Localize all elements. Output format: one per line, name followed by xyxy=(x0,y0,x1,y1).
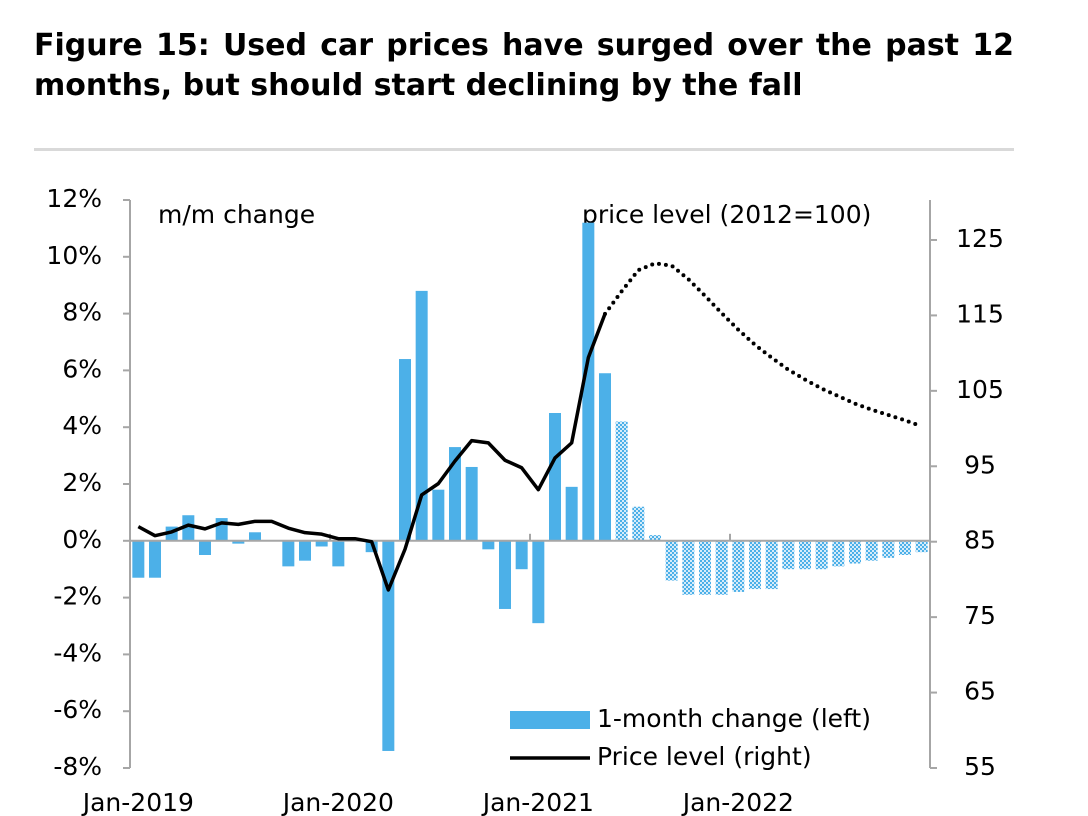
y-tick-label: 8% xyxy=(62,298,102,327)
bar xyxy=(882,540,895,558)
x-tick-label: Jan-2020 xyxy=(281,788,394,816)
y-tick-label: 4% xyxy=(62,411,102,440)
y2-tick-label: 115 xyxy=(956,299,1004,328)
bar xyxy=(699,540,711,595)
bar xyxy=(515,540,528,570)
price-line xyxy=(137,313,607,592)
bar xyxy=(649,535,661,541)
y-tick-label: 6% xyxy=(62,354,102,383)
y-tick-label: 12% xyxy=(46,184,102,213)
bar xyxy=(482,540,495,550)
bar xyxy=(915,540,928,553)
bar xyxy=(199,540,211,555)
y2-tick-label: 105 xyxy=(956,375,1004,404)
left-axis-note: m/m change xyxy=(158,200,315,229)
chart-title: Figure 15: Used car prices have surged o… xyxy=(34,28,1014,103)
bar xyxy=(465,466,478,541)
price-line xyxy=(603,261,924,429)
y-tick-label: 2% xyxy=(62,468,102,497)
bar xyxy=(549,413,561,541)
y2-tick-label: 95 xyxy=(964,450,996,479)
y-tick-label: -2% xyxy=(53,582,102,611)
bar xyxy=(615,421,628,541)
bar xyxy=(182,515,195,541)
bar xyxy=(765,540,778,590)
bar xyxy=(449,447,461,541)
y-tick-label: 0% xyxy=(62,525,102,554)
bar xyxy=(599,373,611,541)
y2-tick-label: 75 xyxy=(964,601,996,630)
bar xyxy=(499,540,511,609)
bar xyxy=(799,540,811,570)
bar xyxy=(632,506,645,541)
bar xyxy=(332,540,345,567)
bar xyxy=(715,540,728,595)
bar xyxy=(582,222,595,541)
bar xyxy=(782,540,795,570)
y-tick-label: -8% xyxy=(53,752,102,781)
legend-swatch xyxy=(510,711,590,729)
bar xyxy=(865,540,878,561)
y-tick-label: -4% xyxy=(53,638,102,667)
x-tick-label: Jan-2022 xyxy=(681,788,794,816)
bar xyxy=(832,540,845,567)
y2-tick-label: 65 xyxy=(964,677,996,706)
x-tick-label: Jan-2019 xyxy=(81,788,194,816)
bar xyxy=(382,540,395,751)
y2-tick-label: 125 xyxy=(956,224,1004,253)
bar xyxy=(132,540,145,578)
bar xyxy=(432,489,445,541)
bar xyxy=(149,540,161,578)
bar xyxy=(749,540,761,590)
y-tick-label: 10% xyxy=(46,241,102,270)
x-tick-label: Jan-2021 xyxy=(481,788,594,816)
legend-label: 1-month change (left) xyxy=(597,704,871,733)
bar xyxy=(415,290,428,541)
bar xyxy=(565,486,578,541)
header-rule xyxy=(34,148,1014,151)
bar xyxy=(815,540,828,570)
bar xyxy=(282,540,295,567)
y2-tick-label: 85 xyxy=(964,526,996,555)
bar xyxy=(315,540,328,547)
bar xyxy=(849,540,861,564)
bar xyxy=(899,540,911,555)
bar xyxy=(682,540,695,595)
y2-tick-label: 55 xyxy=(964,752,996,781)
bar xyxy=(249,532,261,541)
bar xyxy=(299,540,311,561)
bar xyxy=(532,540,545,624)
right-axis-note: price level (2012=100) xyxy=(582,200,871,229)
bar xyxy=(399,359,411,541)
bar xyxy=(665,540,678,581)
bar xyxy=(732,540,745,592)
bar xyxy=(232,540,245,544)
y-tick-label: -6% xyxy=(53,695,102,724)
legend-label: Price level (right) xyxy=(597,742,812,771)
